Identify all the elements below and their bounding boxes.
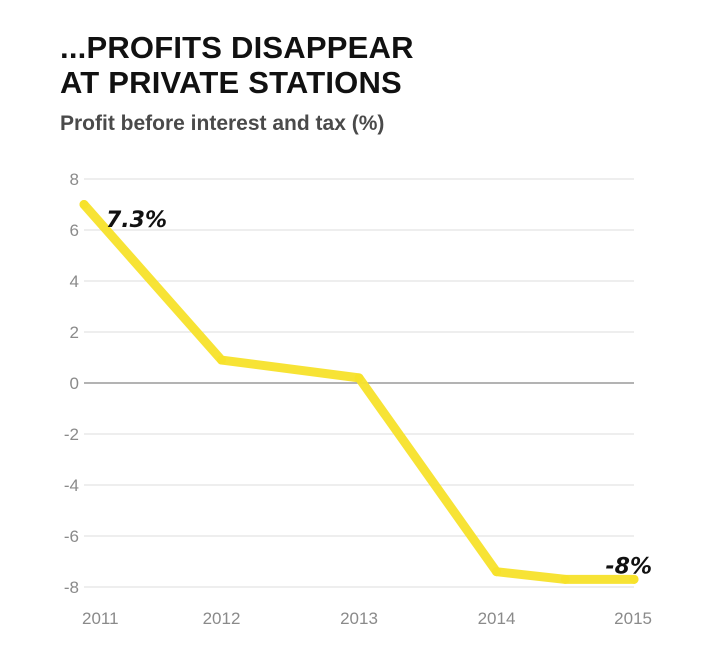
y-tick-label: 6: [70, 221, 79, 240]
data-annotation: -8%: [606, 554, 652, 579]
data-point: [560, 574, 570, 584]
x-tick-label: 2014: [478, 609, 516, 628]
chart-title: ...PROFITS DISAPPEAR AT PRIVATE STATIONS: [60, 30, 414, 100]
data-point: [217, 355, 226, 365]
series-line: [79, 200, 639, 584]
x-tick-label: 2011: [82, 609, 119, 628]
y-axis-ticks: 8 6 4 2 0 -2 -4 -6 -8: [64, 170, 79, 597]
x-tick-label: 2013: [340, 609, 378, 628]
data-point: [629, 574, 639, 584]
x-axis-ticks: 2011 2012 2013 2014 2015: [82, 609, 652, 628]
grid-lines: [84, 178, 634, 588]
y-tick-label: 4: [70, 272, 79, 291]
y-tick-label: 0: [70, 374, 79, 393]
data-point: [492, 567, 501, 577]
chart-title-line-2: AT PRIVATE STATIONS: [60, 65, 402, 100]
x-tick-label: 2015: [614, 609, 652, 628]
annotations: 7.3% -8%: [106, 208, 652, 579]
y-tick-label: -2: [64, 425, 79, 444]
y-tick-label: -4: [64, 476, 79, 495]
data-annotation: 7.3%: [106, 208, 167, 233]
y-tick-label: 8: [70, 170, 79, 189]
y-tick-label: -6: [64, 527, 79, 546]
data-point: [79, 200, 89, 209]
series-layer: [79, 200, 639, 584]
x-tick-label: 2012: [203, 609, 241, 628]
chart-title-line-1: ...PROFITS DISAPPEAR: [60, 30, 414, 65]
y-tick-label: 2: [70, 323, 79, 342]
data-point: [354, 373, 364, 383]
chart-subtitle: Profit before interest and tax (%): [60, 112, 385, 135]
y-tick-label: -8: [64, 578, 79, 597]
